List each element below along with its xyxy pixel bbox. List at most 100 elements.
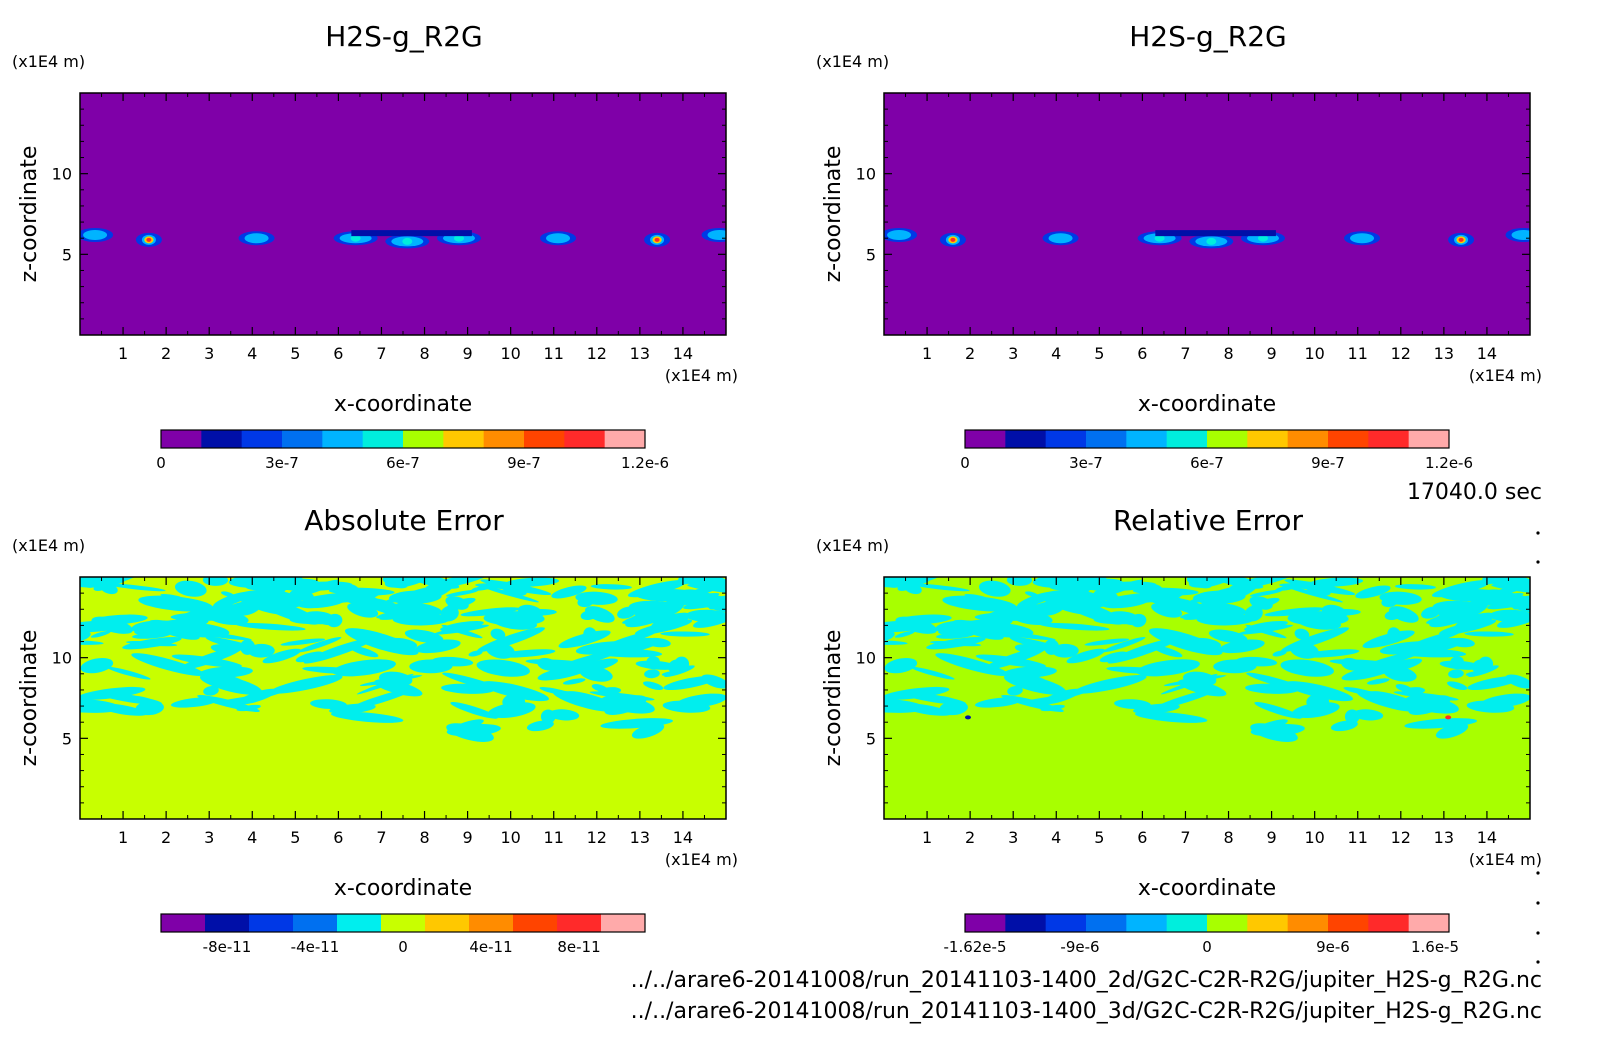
- error-pattern: [1195, 596, 1232, 609]
- error-pattern: [884, 577, 931, 588]
- error-pattern: [662, 700, 711, 713]
- error-pattern: [80, 577, 127, 588]
- colorbar-frame: [160, 913, 646, 933]
- x-tick-label: 14: [1477, 828, 1497, 847]
- error-pattern: [910, 666, 955, 680]
- feature-core: [402, 237, 413, 245]
- error-pattern: [228, 577, 303, 589]
- y-unit-label: (x1E4 m): [816, 52, 889, 71]
- colorbar-tick-label: 1.2e-6: [621, 454, 669, 472]
- error-pattern: [895, 616, 938, 634]
- colorbar-segment: [201, 430, 243, 448]
- colorbar-tick-label: 9e-7: [507, 454, 541, 472]
- error-pattern: [97, 703, 147, 716]
- error-pattern: [1018, 674, 1053, 690]
- x-axis-label: x-coordinate: [1138, 392, 1276, 417]
- error-pattern: [382, 577, 408, 589]
- error-pattern: [447, 597, 476, 609]
- colorbar-segment: [564, 430, 606, 448]
- error-pattern: [1039, 622, 1110, 631]
- feature-mid: [1350, 233, 1375, 244]
- error-pattern: [297, 595, 347, 609]
- error-pattern: [221, 591, 235, 598]
- colorbar-segment: [1408, 914, 1450, 932]
- error-pattern: [379, 609, 427, 620]
- x-tick-label: 3: [204, 828, 214, 847]
- x-unit-label: (x1E4 m): [1469, 850, 1542, 869]
- error-pattern: [590, 584, 632, 590]
- error-pattern: [126, 641, 178, 647]
- colorbar-tick-label: 0: [398, 938, 408, 956]
- error-pattern: [1101, 595, 1151, 609]
- error-pattern: [930, 641, 982, 647]
- error-pattern: [1483, 577, 1530, 589]
- colorbar-segment: [1086, 914, 1127, 932]
- error-pattern: [1384, 609, 1403, 621]
- y-unit-label: (x1E4 m): [12, 52, 85, 71]
- colorbar-segment: [205, 914, 250, 932]
- colorbar-segment: [161, 914, 206, 932]
- error-pattern: [1102, 637, 1146, 653]
- colorbar-tick-label: -1.62e-5: [944, 938, 1007, 956]
- error-pattern: [404, 629, 444, 644]
- error-pattern: [1272, 650, 1287, 657]
- chart-panel-4: Relative Error(x1E4 m)1 2 3 4 5 6 7 8 9 10 11 12 13 1…: [816, 504, 1542, 956]
- error-pattern: [1229, 577, 1293, 590]
- x-tick-label: 1: [118, 344, 128, 363]
- colorbar-segment: [1368, 430, 1410, 448]
- feature-peak: [1458, 237, 1464, 242]
- chart-title: H2S-g_R2G: [1129, 20, 1287, 53]
- error-pattern: [344, 628, 419, 656]
- error-pattern: [884, 657, 918, 674]
- chart-title: Relative Error: [1113, 504, 1304, 537]
- error-pattern: [634, 619, 693, 636]
- colorbar-frame: [964, 913, 1450, 933]
- error-pattern: [1032, 577, 1107, 589]
- feature-mid: [887, 229, 912, 240]
- y-axis-label: z-coordinate: [17, 630, 42, 767]
- colorbar-segment: [524, 430, 565, 448]
- error-pattern: [1447, 681, 1468, 691]
- error-pattern: [349, 645, 379, 658]
- colorbar-segment: [381, 914, 426, 932]
- error-pattern: [240, 639, 256, 655]
- error-pattern: [1041, 688, 1081, 705]
- error-pattern: [1044, 639, 1060, 655]
- error-pattern: [415, 639, 461, 654]
- error-pattern: [1250, 723, 1298, 742]
- error-pattern: [1466, 700, 1515, 713]
- x-tick-label: 10: [1304, 344, 1324, 363]
- chart-panel-2: H2S-g_R2G(x1E4 m)1 2 3 4 5 6 7 8 9 10 11 12 13 14510(…: [816, 20, 1542, 472]
- error-pattern: [1182, 671, 1217, 687]
- error-pattern: [606, 637, 660, 654]
- error-pattern: [80, 631, 91, 642]
- error-pattern: [302, 666, 364, 675]
- error-max-spot: [1445, 715, 1452, 720]
- x-tick-label: 2: [965, 828, 975, 847]
- error-pattern: [134, 618, 209, 636]
- feature-mid: [546, 233, 571, 244]
- error-pattern: [660, 631, 710, 637]
- field-content: [884, 227, 1530, 249]
- feature-core: [350, 234, 361, 242]
- feature-mid: [1511, 229, 1530, 240]
- colorbar-segment: [425, 914, 470, 932]
- error-pattern: [270, 675, 343, 694]
- feature-mid: [707, 229, 726, 240]
- error-pattern: [1264, 607, 1325, 617]
- colorbar-segment: [1287, 430, 1329, 448]
- feature-mid: [244, 233, 269, 244]
- feature-mid: [83, 229, 108, 240]
- error-pattern: [1330, 720, 1358, 732]
- x-tick-label: 12: [587, 344, 607, 363]
- x-tick-label: 13: [1434, 344, 1454, 363]
- feature-core: [1257, 234, 1268, 242]
- error-pattern: [1404, 718, 1477, 729]
- error-pattern: [1249, 589, 1283, 597]
- error-pattern: [1356, 690, 1417, 712]
- feature-peak: [950, 237, 956, 242]
- feature-peak: [654, 237, 660, 242]
- x-tick-label: 8: [419, 828, 429, 847]
- error-pattern: [91, 616, 134, 634]
- error-pattern: [1448, 669, 1464, 679]
